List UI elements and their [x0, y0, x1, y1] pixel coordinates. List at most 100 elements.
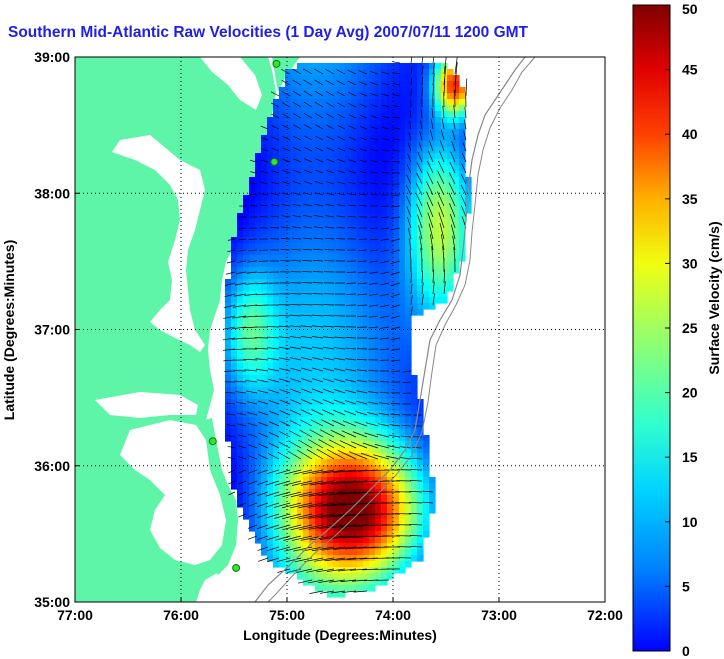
velocity-cell [351, 321, 358, 328]
velocity-cell [249, 303, 256, 310]
velocity-cell [339, 279, 346, 286]
velocity-cell [381, 369, 388, 376]
velocity-cell [429, 297, 436, 304]
delmarva-peninsula [212, 140, 262, 275]
velocity-vector [348, 181, 357, 185]
velocity-cell [429, 159, 436, 166]
velocity-cell [429, 177, 436, 184]
velocity-cell [291, 357, 298, 364]
velocity-vector [279, 410, 291, 416]
velocity-cell [387, 567, 394, 574]
outer-banks [205, 418, 238, 575]
velocity-cell [393, 333, 400, 340]
velocity-cell [291, 273, 298, 280]
velocity-vector [265, 524, 280, 530]
velocity-cell [309, 75, 316, 82]
velocity-cell [381, 231, 388, 238]
velocity-cell [231, 375, 238, 382]
velocity-cell [357, 111, 364, 118]
velocity-cell [399, 183, 406, 190]
velocity-vector [379, 402, 390, 405]
velocity-cell [255, 171, 262, 178]
velocity-vector [335, 557, 357, 561]
velocity-cell [279, 411, 286, 418]
velocity-vector [359, 92, 368, 97]
velocity-vector [440, 234, 445, 251]
velocity-cell [339, 381, 346, 388]
velocity-cell [273, 207, 280, 214]
velocity-cell [321, 243, 328, 250]
velocity-cell [333, 435, 340, 442]
velocity-cell [357, 69, 364, 76]
velocity-cell [387, 483, 394, 490]
velocity-vector [278, 357, 291, 361]
velocity-cell [327, 561, 334, 568]
velocity-cell [411, 381, 418, 388]
velocity-cell [339, 417, 346, 424]
velocity-cell [309, 567, 316, 574]
velocity-cell [231, 309, 238, 316]
velocity-cell [285, 261, 292, 268]
velocity-vector [381, 82, 390, 86]
velocity-cell [357, 297, 364, 304]
velocity-vector [321, 419, 335, 427]
velocity-cell [393, 87, 400, 94]
velocity-cell [375, 333, 382, 340]
velocity-cell [339, 141, 346, 148]
velocity-cell [405, 399, 412, 406]
velocity-cell [405, 195, 412, 202]
velocity-cell [399, 339, 406, 346]
velocity-cell [303, 417, 310, 424]
velocity-cell [255, 339, 262, 346]
velocity-vector [267, 326, 280, 328]
velocity-vector [311, 409, 324, 416]
velocity-cell [321, 339, 328, 346]
velocity-cell [297, 99, 304, 106]
velocity-cell [285, 405, 292, 412]
velocity-cell [285, 171, 292, 178]
velocity-cell [357, 81, 364, 88]
velocity-cell [411, 525, 418, 532]
velocity-vector [380, 271, 390, 275]
velocity-cell [369, 213, 376, 220]
velocity-cell [273, 237, 280, 244]
velocity-cell [267, 189, 274, 196]
velocity-cell [375, 231, 382, 238]
velocity-cell [285, 351, 292, 358]
velocity-vector [339, 440, 357, 449]
velocity-cell [345, 525, 352, 532]
velocity-vector [432, 269, 435, 284]
velocity-cell [291, 345, 298, 352]
velocity-cell [231, 267, 238, 274]
velocity-vector [337, 125, 346, 130]
velocity-vector [314, 181, 324, 185]
velocity-cell [261, 159, 268, 166]
velocity-cell [225, 423, 232, 430]
velocity-cell [399, 201, 406, 208]
velocity-vector [427, 160, 434, 174]
velocity-cell [321, 549, 328, 556]
velocity-cell [339, 519, 346, 526]
velocity-cell [375, 171, 382, 178]
velocity-cell [225, 417, 232, 424]
velocity-vector [443, 281, 446, 295]
y-tick-label: 37:00 [34, 322, 70, 338]
velocity-cell [303, 519, 310, 526]
velocity-cell [249, 339, 256, 346]
velocity-cell [369, 111, 376, 118]
velocity-cell [387, 195, 394, 202]
velocity-cell [303, 531, 310, 538]
velocity-cell [381, 69, 388, 76]
velocity-cell [261, 321, 268, 328]
velocity-cell [345, 285, 352, 292]
velocity-cell [351, 231, 358, 238]
velocity-vector [341, 491, 368, 495]
velocity-cell [375, 309, 382, 316]
velocity-vector [238, 502, 247, 507]
velocity-cell [285, 201, 292, 208]
velocity-cell [411, 459, 418, 466]
velocity-vector [271, 193, 280, 196]
velocity-vector [439, 223, 445, 240]
velocity-cell [261, 459, 268, 466]
velocity-cell [429, 153, 436, 160]
